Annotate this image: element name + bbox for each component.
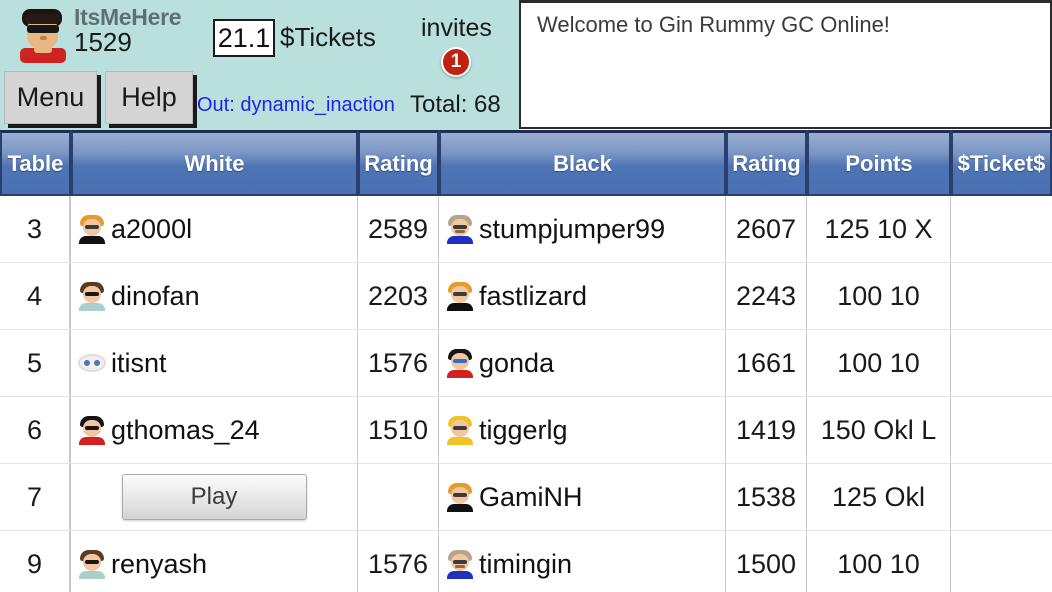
cell-black-player: timingin	[439, 531, 726, 592]
table-row[interactable]: 4 dinofan 2203 fastlizard 2243 100 10	[0, 263, 1052, 330]
cell-black-player: GamiNH	[439, 464, 726, 530]
cell-black-rating: 2243	[726, 263, 807, 329]
invites-count-badge[interactable]: 1	[441, 47, 471, 77]
help-button[interactable]: Help	[105, 71, 193, 124]
cell-white-rating: 1510	[358, 397, 439, 463]
cell-tickets	[951, 464, 1052, 530]
avatar-brown-bob-sunglasses	[77, 549, 107, 579]
cell-tickets	[951, 196, 1052, 262]
cell-table-number: 9	[0, 531, 71, 592]
tickets-label: $Tickets	[280, 22, 376, 52]
cell-black-player: stumpjumper99	[439, 196, 726, 262]
white-player-name: gthomas_24	[111, 414, 260, 445]
cell-black-player: fastlizard	[439, 263, 726, 329]
cell-white-player: renyash	[71, 531, 358, 592]
table-header-row: Table White Rating Black Rating Points $…	[0, 130, 1052, 196]
invites-label[interactable]: invites	[421, 14, 492, 42]
cell-black-rating: 2607	[726, 196, 807, 262]
black-player-name: fastlizard	[479, 280, 588, 311]
column-header-tickets[interactable]: $Ticket$	[951, 130, 1052, 196]
welcome-message: Welcome to Gin Rummy GC Online!	[537, 12, 890, 37]
avatar-blond-black-shirt	[77, 214, 107, 244]
avatar-grey-moustache-blue-shirt	[445, 549, 475, 579]
cell-table-number: 3	[0, 196, 71, 262]
table-body: 3 a2000l 2589 stumpjumper99 2607 125 10 X 4 din…	[0, 196, 1052, 592]
cell-white-rating: 1576	[358, 330, 439, 396]
black-player-name: gonda	[479, 347, 555, 378]
cell-tickets	[951, 531, 1052, 592]
avatar-brown-bob-sunglasses	[77, 281, 107, 311]
play-button[interactable]: Play	[121, 474, 307, 520]
message-pane[interactable]: Welcome to Gin Rummy GC Online!	[519, 0, 1052, 129]
cell-points: 100 10	[807, 263, 951, 329]
white-player-name: renyash	[111, 548, 208, 579]
tickets-value-field[interactable]: 21.1	[213, 19, 275, 57]
cell-table-number: 7	[0, 464, 71, 530]
avatar-black-hair-sunglasses-red-shirt	[77, 415, 107, 445]
out-status-text[interactable]: Out: dynamic_inaction	[197, 94, 395, 116]
cell-points: 100 10	[807, 531, 951, 592]
column-header-white[interactable]: White	[71, 130, 358, 196]
user-info: ItsMeHere 1529	[74, 4, 182, 57]
cell-tickets	[951, 263, 1052, 329]
cell-black-rating: 1500	[726, 531, 807, 592]
cell-table-number: 6	[0, 397, 71, 463]
header-panel: ItsMeHere 1529 21.1 $Tickets invites 1 M…	[0, 0, 519, 130]
column-header-rating-white[interactable]: Rating	[358, 130, 439, 196]
black-player-name: stumpjumper99	[479, 213, 666, 244]
cell-white-player: gthomas_24	[71, 397, 358, 463]
white-player-name: itisnt	[111, 347, 167, 378]
column-header-points[interactable]: Points	[807, 130, 951, 196]
black-player-name: tiggerlg	[479, 414, 568, 445]
cell-tickets	[951, 397, 1052, 463]
cell-points: 125 Okl	[807, 464, 951, 530]
avatar-blond-black-shirt	[445, 482, 475, 512]
avatar-svg	[20, 9, 66, 63]
table-row[interactable]: 9 renyash 1576 timingin 1500 100 10	[0, 531, 1052, 592]
cell-white-rating: 2203	[358, 263, 439, 329]
avatar-blond-black-shirt	[445, 281, 475, 311]
table-row[interactable]: 5 itisnt 1576 gonda 1661 100 10	[0, 330, 1052, 397]
black-player-name: GamiNH	[479, 481, 583, 512]
cell-black-rating: 1661	[726, 330, 807, 396]
cell-points: 125 10 X	[807, 196, 951, 262]
cell-table-number: 5	[0, 330, 71, 396]
menu-button[interactable]: Menu	[4, 71, 97, 124]
black-player-name: timingin	[479, 548, 573, 579]
cell-white-player: itisnt	[71, 330, 358, 396]
cell-white-rating	[358, 464, 439, 530]
table-row[interactable]: 6 gthomas_24 1510 tiggerlg 1419 150 Okl L	[0, 397, 1052, 464]
cell-points: 150 Okl L	[807, 397, 951, 463]
cell-black-rating: 1538	[726, 464, 807, 530]
cell-black-rating: 1419	[726, 397, 807, 463]
user-rating-label: 1529	[74, 27, 132, 57]
white-player-name: a2000l	[111, 213, 193, 244]
user-avatar-icon[interactable]	[14, 5, 72, 63]
white-player-name: dinofan	[111, 280, 200, 311]
cell-black-player: gonda	[439, 330, 726, 396]
username-label: ItsMeHere	[74, 4, 182, 30]
cell-tickets	[951, 330, 1052, 396]
avatar-grey-moustache-blue-shirt	[445, 214, 475, 244]
avatar-black-hair-blue-glasses-red-shirt	[445, 348, 475, 378]
cell-white-player: dinofan	[71, 263, 358, 329]
cell-table-number: 4	[0, 263, 71, 329]
cell-black-player: tiggerlg	[439, 397, 726, 463]
column-header-rating-black[interactable]: Rating	[726, 130, 807, 196]
column-header-black[interactable]: Black	[439, 130, 726, 196]
avatar-big-eyes	[77, 348, 107, 378]
cell-white-player: a2000l	[71, 196, 358, 262]
table-row[interactable]: 3 a2000l 2589 stumpjumper99 2607 125 10 X	[0, 196, 1052, 263]
cell-white-rating: 2589	[358, 196, 439, 262]
table-row[interactable]: 7 Play GamiNH 1538 125 Okl	[0, 464, 1052, 531]
avatar-blonde-long-hair	[445, 415, 475, 445]
cell-white-rating: 1576	[358, 531, 439, 592]
cell-points: 100 10	[807, 330, 951, 396]
total-count-label: Total: 68	[410, 91, 501, 118]
games-table: Table White Rating Black Rating Points $…	[0, 130, 1052, 592]
cell-play-action[interactable]: Play	[71, 464, 358, 530]
column-header-table[interactable]: Table	[0, 130, 71, 196]
